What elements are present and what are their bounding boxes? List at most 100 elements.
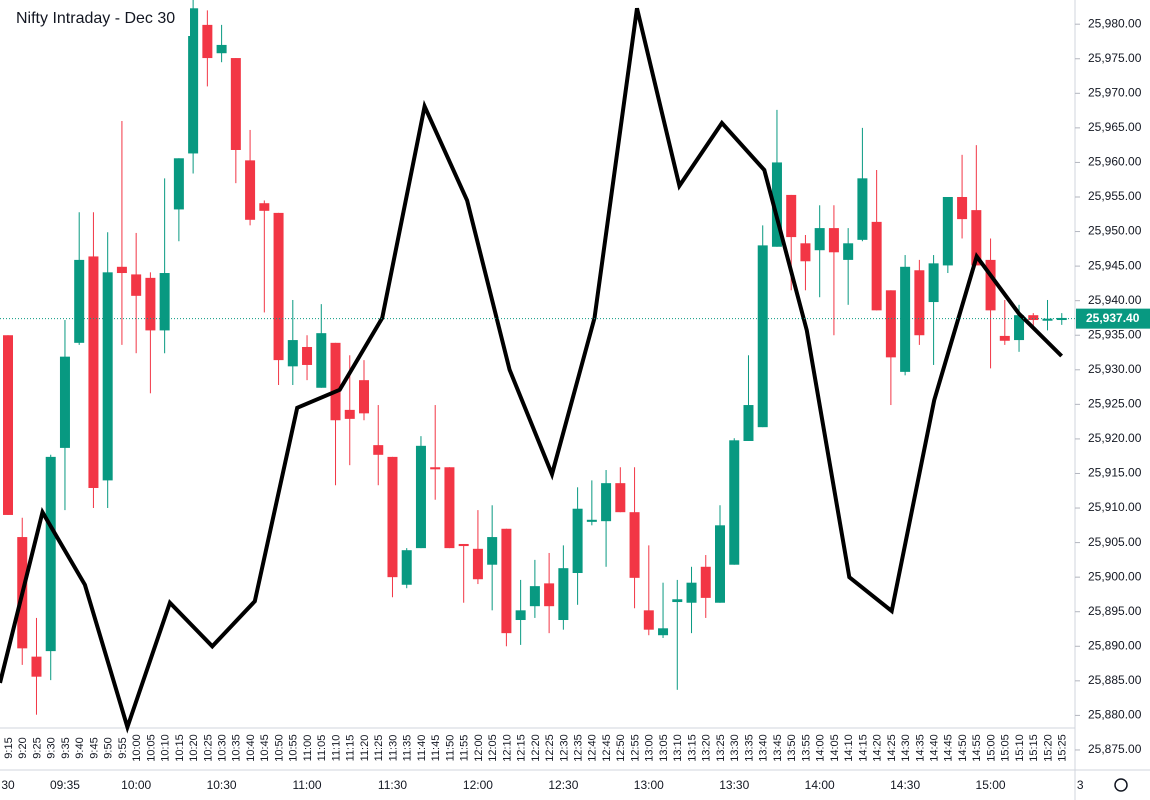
y-tick-label: 25,960.00	[1088, 155, 1142, 169]
y-tick-label: 25,980.00	[1088, 16, 1142, 30]
x-tick-label: 11:30	[387, 735, 399, 762]
candle-body	[558, 568, 569, 621]
x-tick-label: 14:00	[815, 734, 827, 762]
candle-body	[444, 467, 455, 549]
y-tick-label: 25,910.00	[1088, 500, 1142, 514]
candle-body	[928, 263, 939, 303]
y-tick-label: 25,890.00	[1088, 638, 1142, 652]
x-tick-label: 9:15	[3, 737, 15, 758]
hour-label: 11:00	[292, 778, 321, 792]
x-tick-label: 13:40	[758, 734, 770, 762]
candle-body	[472, 548, 483, 580]
y-tick-label: 25,965.00	[1088, 120, 1142, 134]
y-tick-label: 25,925.00	[1088, 397, 1142, 411]
x-tick-label: 11:50	[444, 735, 456, 762]
candle-body	[572, 508, 583, 574]
x-tick-label: 10:40	[245, 734, 257, 762]
x-tick-label: 13:45	[772, 734, 784, 762]
candle-body	[373, 445, 384, 455]
hour-label: 11:30	[378, 778, 407, 792]
x-tick-label: 9:35	[60, 737, 72, 758]
candle-body	[116, 266, 127, 274]
x-tick-label: 13:05	[658, 734, 670, 762]
overlay-line	[0, 7, 1064, 734]
y-tick-label: 25,955.00	[1088, 189, 1142, 203]
candle-body	[131, 274, 142, 296]
candle-body	[31, 656, 42, 677]
title-bg	[0, 2, 190, 36]
x-tick-label: 13:30	[729, 734, 741, 762]
x-tick-label: 12:15	[516, 734, 528, 762]
candle-body	[601, 483, 612, 522]
candle-body	[615, 483, 626, 513]
y-tick-label: 25,970.00	[1088, 85, 1142, 99]
y-tick-label: 25,975.00	[1088, 51, 1142, 65]
x-tick-label: 14:50	[957, 734, 969, 762]
x-tick-label: 13:25	[715, 734, 727, 762]
x-tick-label: 10:30	[217, 734, 229, 762]
x-tick-label: 10:15	[174, 734, 186, 762]
x-tick-label: 12:50	[615, 734, 627, 762]
x-tick-label: 15:25	[1057, 734, 1069, 762]
x-tick-label: 13:15	[686, 734, 698, 762]
x-tick-label: 14:45	[943, 734, 955, 762]
candle-body	[672, 599, 683, 603]
candle-body	[700, 566, 711, 598]
candle-body	[45, 456, 56, 652]
y-tick-label: 25,885.00	[1088, 673, 1142, 687]
candle-body	[188, 8, 199, 154]
x-tick-label: 11:20	[359, 735, 371, 762]
candle-body	[59, 356, 70, 448]
x-tick-label: 12:55	[629, 734, 641, 762]
candle-body	[957, 196, 968, 220]
hour-label: 13:30	[719, 778, 749, 792]
candle-body	[814, 228, 825, 251]
x-tick-label: 14:15	[857, 734, 869, 762]
x-tick-label: 10:10	[160, 734, 172, 762]
x-tick-label: 12:35	[573, 734, 585, 762]
candle-body	[515, 610, 526, 621]
x-tick-label: 9:20	[17, 737, 29, 758]
x-tick-label: 13:00	[644, 734, 656, 762]
candle-body	[273, 212, 284, 361]
x-tick-label: 15:20	[1042, 734, 1054, 762]
x-tick-label: 9:30	[46, 737, 58, 758]
x-tick-label: 13:55	[800, 734, 812, 762]
y-tick-label: 25,950.00	[1088, 224, 1142, 238]
x-tick-label: 14:10	[843, 734, 855, 762]
candle-body	[885, 290, 896, 358]
settings-icon[interactable]	[1114, 778, 1128, 792]
candle-body	[430, 467, 441, 470]
last-price-box	[1076, 308, 1150, 329]
x-tick-label: 15:15	[1028, 734, 1040, 762]
candle-body	[330, 342, 341, 421]
candle-body	[843, 243, 854, 260]
x-tick-label: 11:00	[302, 735, 314, 762]
candle-body	[1014, 315, 1025, 341]
candle-body	[458, 543, 469, 547]
hour-label: 13:00	[634, 778, 664, 792]
x-tick-label: 12:20	[530, 734, 542, 762]
x-tick-label: 14:35	[914, 734, 926, 762]
candle-body	[643, 610, 654, 630]
x-tick-label: 10:50	[273, 734, 285, 762]
candle-body	[415, 445, 426, 549]
y-tick-label: 25,930.00	[1088, 362, 1142, 376]
candle-body	[686, 582, 697, 603]
x-tick-label: 9:55	[117, 737, 129, 758]
x-tick-label: 12:00	[473, 734, 485, 762]
candle-body	[999, 335, 1010, 341]
x-tick-label: 11:25	[373, 735, 385, 762]
candle-body	[159, 273, 170, 331]
hour-label: 12:00	[463, 778, 493, 792]
y-tick-label: 25,905.00	[1088, 535, 1142, 549]
hour-label: 14:00	[805, 778, 835, 792]
x-tick-label: 12:40	[587, 734, 599, 762]
x-tick-label: 12:30	[558, 734, 570, 762]
candle-body	[1028, 315, 1039, 321]
candle-body	[302, 346, 313, 365]
x-tick-label: 15:10	[1014, 734, 1026, 762]
candle-body	[757, 245, 768, 428]
hour-label: 09:35	[50, 778, 80, 792]
x-tick-label: 11:15	[345, 735, 357, 762]
